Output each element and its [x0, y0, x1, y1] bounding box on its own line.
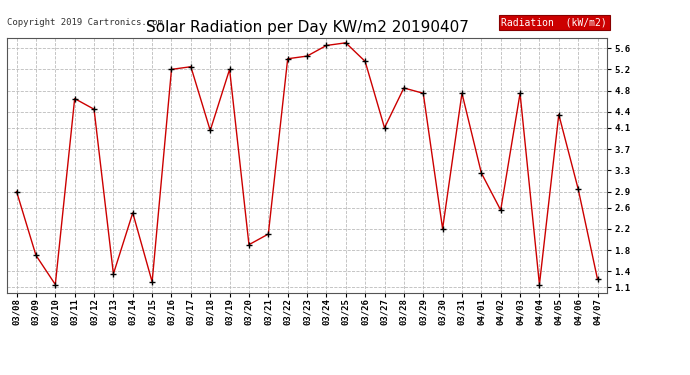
Title: Solar Radiation per Day KW/m2 20190407: Solar Radiation per Day KW/m2 20190407 [146, 20, 469, 35]
Text: Copyright 2019 Cartronics.com: Copyright 2019 Cartronics.com [7, 18, 163, 27]
Text: Radiation  (kW/m2): Radiation (kW/m2) [502, 17, 607, 27]
